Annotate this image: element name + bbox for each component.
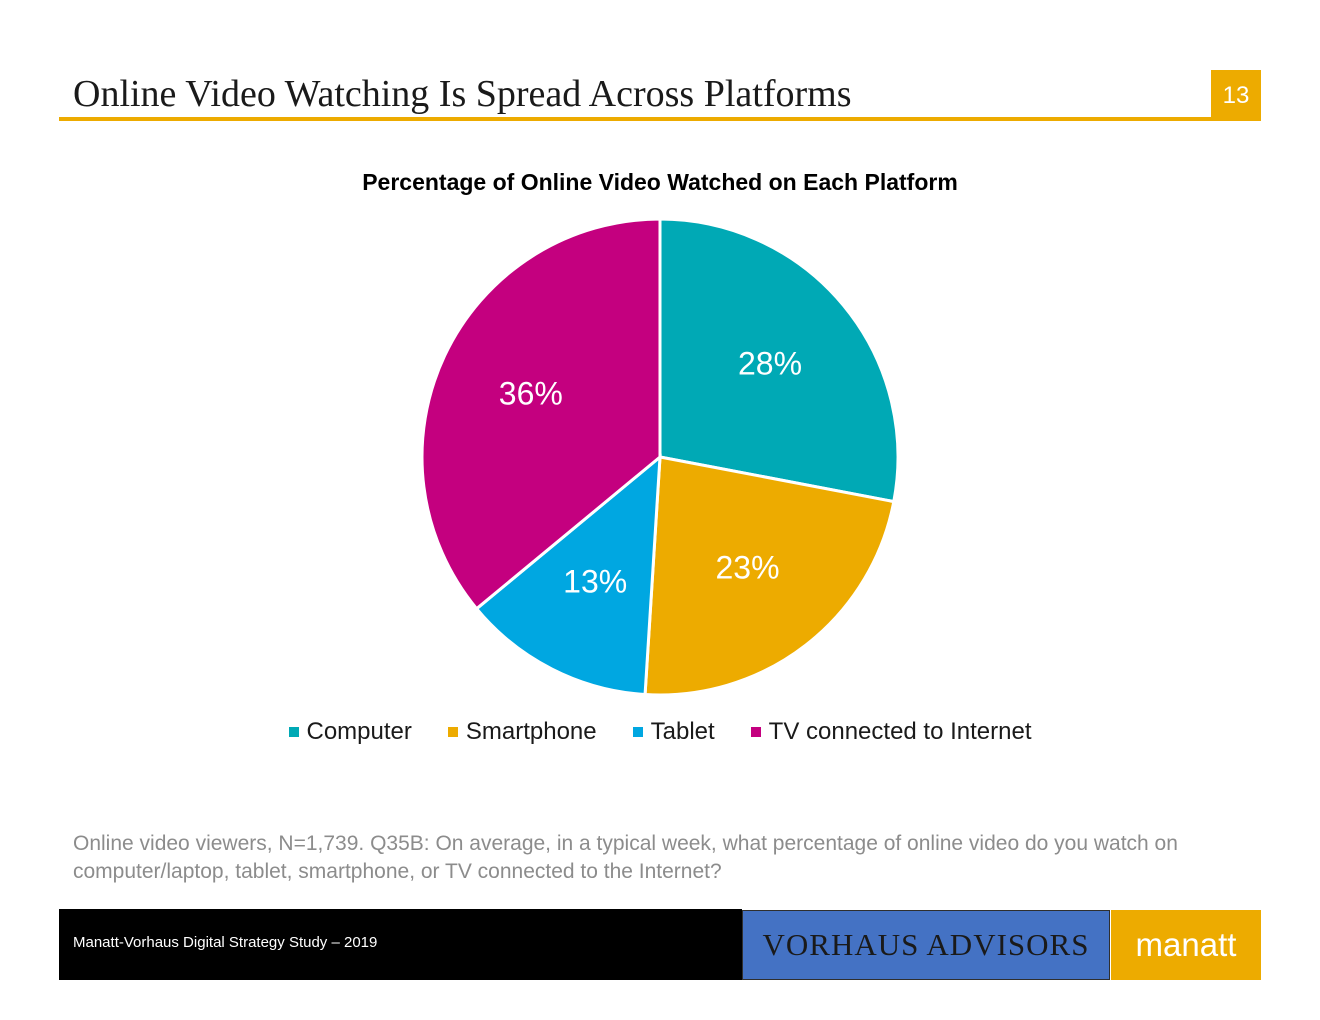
footer-text: Manatt-Vorhaus Digital Strategy Study – … [73,934,378,951]
slide-title: Online Video Watching Is Spread Across P… [73,73,852,115]
legend-swatch [632,727,643,737]
chart-legend: Computer Smartphone Tablet TV connected … [0,718,1320,746]
pie-slice-computer [658,217,900,504]
page-number: 13 [1211,70,1261,121]
data-label: 23% [715,549,779,585]
legend-label: TV connected to Internet [768,718,1032,745]
data-label: 28% [738,345,802,381]
legend-swatch [447,727,458,737]
pie-slice-tablet [474,453,662,697]
data-label: 36% [499,376,563,412]
pie-slice-tv-connected-to-internet [420,217,662,611]
legend-item-tablet: Tablet [632,718,715,746]
data-label: 13% [563,564,627,600]
legend-item-computer: Computer [288,718,412,746]
footer-bar [59,909,742,980]
vorhaus-advisors-logo: VORHAUS ADVISORS [742,910,1110,980]
legend-label: Computer [306,718,412,745]
chart-title: Percentage of Online Video Watched on Ea… [362,169,958,195]
title-divider [59,117,1261,121]
legend-swatch [750,727,761,737]
legend-item-tv: TV connected to Internet [750,718,1032,746]
pie-slice-smartphone [643,455,896,697]
legend-label: Smartphone [465,718,597,745]
legend-label: Tablet [650,718,715,745]
manatt-logo: manatt [1111,910,1261,980]
legend-swatch [288,727,299,737]
legend-item-smartphone: Smartphone [447,718,597,746]
footnote: Online video viewers, N=1,739. Q35B: On … [73,832,1178,883]
